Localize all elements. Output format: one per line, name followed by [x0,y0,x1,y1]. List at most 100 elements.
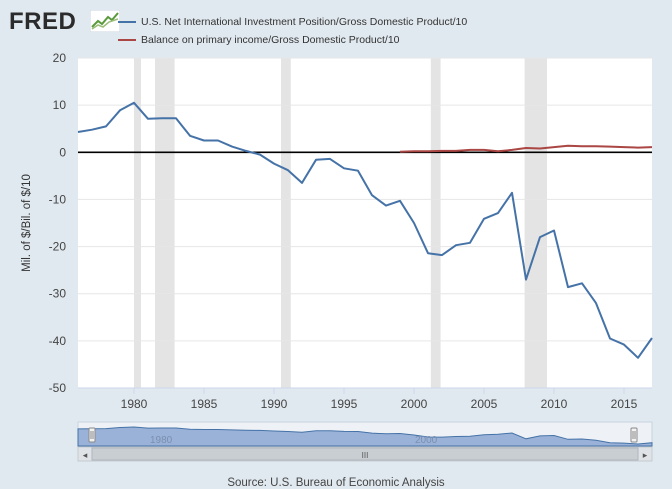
x-tick-label: 1990 [261,397,288,411]
y-tick-label: 20 [53,51,67,65]
data-point [525,278,527,280]
fred-logo-text: FRED [9,8,77,35]
recession-bands [134,58,547,388]
chart-legend: U.S. Net International Investment Positi… [118,13,467,49]
data-point [329,158,331,160]
data-point [497,150,499,152]
x-tick-label: 1980 [121,397,148,411]
data-point [581,282,583,284]
navigator-series-area [77,426,653,447]
scroll-right-arrow[interactable]: ▸ [643,450,648,460]
data-point [203,139,205,141]
scroll-left-arrow[interactable]: ◂ [83,450,88,460]
source-note: Source: U.S. Bureau of Economic Analysis [227,477,445,489]
data-point [301,182,303,184]
data-point [441,150,443,152]
data-point [511,149,513,151]
data-point [483,218,485,220]
navigator-label-2000: 2000 [415,435,438,446]
data-point [371,194,373,196]
sparkline-icon [90,10,120,32]
y-tick-label: 10 [53,98,67,112]
legend-item-primary-income[interactable]: Balance on primary income/Gross Domestic… [118,31,467,49]
data-point [175,117,177,119]
data-point [609,145,611,147]
data-point [623,343,625,345]
data-point [343,167,345,169]
data-point [469,242,471,244]
x-tick-label: 2010 [541,397,568,411]
x-tick-label: 1985 [191,397,218,411]
y-tick-label: -20 [49,240,67,254]
recession-band [155,58,175,388]
y-tick-label: -50 [49,381,67,395]
data-point [609,337,611,339]
data-point [105,125,107,127]
data-point [231,145,233,147]
data-point [259,153,261,155]
recession-band [134,58,141,388]
navigator-label-1980: 1980 [150,435,173,446]
navigator-scrollbar[interactable]: III ◂ ▸ [77,446,653,462]
y-tick-label: 0 [59,145,66,159]
data-point [553,229,555,231]
data-point [133,102,135,104]
data-point [399,151,401,153]
data-point [427,252,429,254]
recession-band [524,58,547,388]
data-point [567,144,569,146]
data-point [413,222,415,224]
data-point [469,149,471,151]
data-point [91,128,93,130]
legend-swatch-niip [118,21,136,23]
legend-swatch-primary-income [118,39,136,41]
data-point [497,212,499,214]
data-point [539,147,541,149]
y-tick-label: -40 [49,334,67,348]
series-line-niip [77,101,653,359]
legend-item-niip[interactable]: U.S. Net International Investment Positi… [118,13,467,31]
x-tick-label: 1995 [331,397,358,411]
series-line-primary-income [399,144,653,153]
data-point [637,357,639,359]
data-point [581,145,583,147]
data-point [77,131,79,133]
data-point [385,204,387,206]
y-axis-ticks: 20 10 0 -10 -20 -30 -40 -50 [49,51,67,395]
scrollbar-thumb[interactable] [91,447,639,461]
data-point [539,236,541,238]
data-point [161,117,163,119]
data-point [483,149,485,151]
data-point [315,159,317,161]
recession-band [430,58,441,388]
data-point [455,244,457,246]
data-point [637,146,639,148]
x-tick-label: 2015 [611,397,638,411]
data-point [651,146,653,148]
data-point [217,139,219,141]
data-point [553,146,555,148]
data-point [441,254,443,256]
data-point [623,146,625,148]
data-point [595,302,597,304]
data-point [455,150,457,152]
data-point [427,150,429,152]
data-point [525,147,527,149]
data-point [651,337,653,339]
x-tick-label: 2005 [471,397,498,411]
scrollbar-grip: III [362,451,369,460]
series-lines [77,101,653,359]
navigator-handle-left[interactable] [88,427,96,443]
x-axis-ticks: 1980 1985 1990 1995 2000 2005 2010 2015 [78,387,652,411]
y-tick-label: -10 [49,192,67,206]
navigator-handle-right[interactable] [630,427,638,443]
data-point [399,200,401,202]
range-navigator[interactable]: 1980 2000 [77,421,653,449]
legend-label-niip: U.S. Net International Investment Positi… [141,16,468,28]
data-point [595,145,597,147]
data-point [511,192,513,194]
data-point [147,118,149,120]
data-point [189,135,191,137]
legend-label-primary-income: Balance on primary income/Gross Domestic… [141,34,400,46]
